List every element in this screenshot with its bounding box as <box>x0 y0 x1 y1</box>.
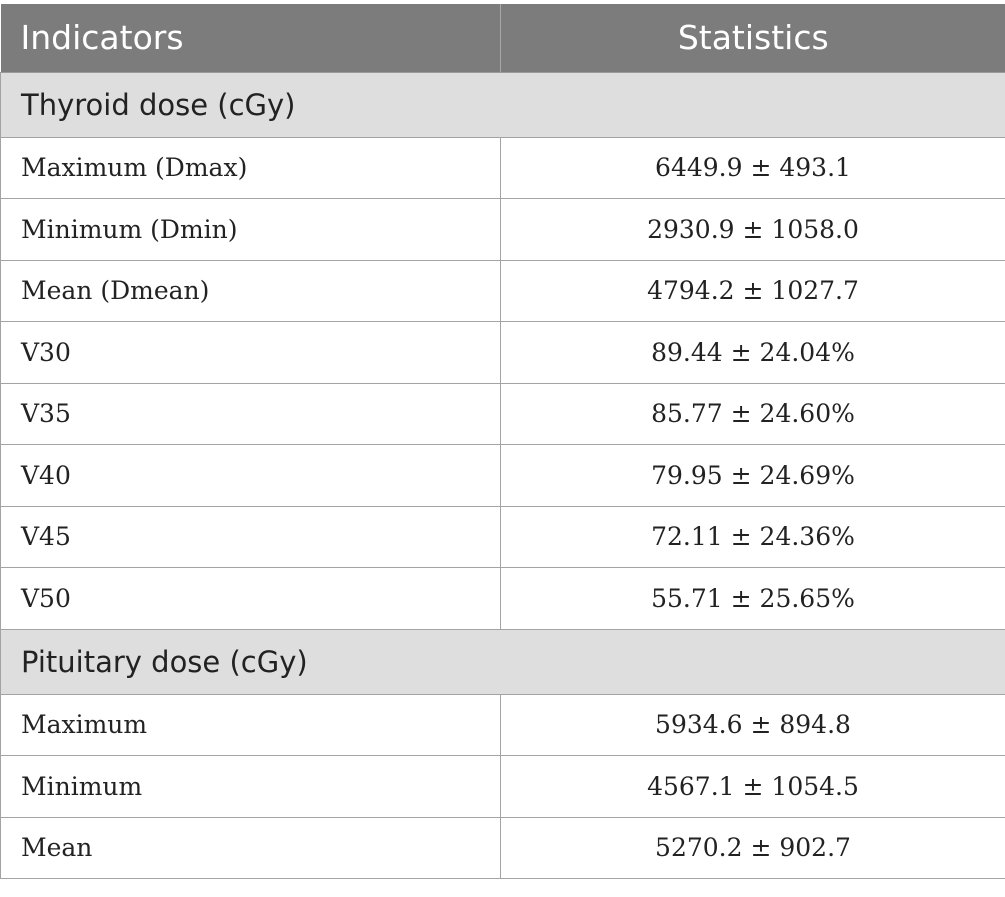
row-value: 5270.2 ± 902.7 <box>500 817 1005 879</box>
row-label: Mean (Dmean) <box>0 260 501 322</box>
table-header: Indicators Statistics <box>0 4 1005 73</box>
row-value: 85.77 ± 24.60% <box>500 383 1005 445</box>
row-label: V50 <box>0 567 501 630</box>
row-label: V35 <box>0 383 501 445</box>
table-body: Thyroid dose (cGy) Maximum (Dmax) 6449.9… <box>0 72 1005 879</box>
dose-statistics-table: Indicators Statistics Thyroid dose (cGy)… <box>0 4 1005 879</box>
header-statistics: Statistics <box>500 4 1005 73</box>
row-label: Maximum (Dmax) <box>0 137 501 199</box>
table-row: Mean (Dmean) 4794.2 ± 1027.7 <box>0 260 1005 322</box>
table-row: Maximum 5934.6 ± 894.8 <box>0 694 1005 756</box>
section-title: Thyroid dose (cGy) <box>0 72 1005 138</box>
row-label: Maximum <box>0 694 501 756</box>
section-title: Pituitary dose (cGy) <box>0 629 1005 695</box>
row-value: 6449.9 ± 493.1 <box>500 137 1005 199</box>
table-row: V50 55.71 ± 25.65% <box>0 567 1005 630</box>
header-row: Indicators Statistics <box>0 4 1005 73</box>
table-row: V45 72.11 ± 24.36% <box>0 506 1005 568</box>
table-row: V35 85.77 ± 24.60% <box>0 383 1005 445</box>
row-label: V30 <box>0 321 501 384</box>
row-value: 4794.2 ± 1027.7 <box>500 260 1005 322</box>
row-label: Mean <box>0 817 501 879</box>
row-label: Minimum <box>0 755 501 818</box>
row-label: Minimum (Dmin) <box>0 198 501 261</box>
table-row: V40 79.95 ± 24.69% <box>0 444 1005 507</box>
section-row-pituitary: Pituitary dose (cGy) <box>0 629 1005 695</box>
row-value: 55.71 ± 25.65% <box>500 567 1005 630</box>
header-indicators: Indicators <box>0 4 501 73</box>
row-value: 72.11 ± 24.36% <box>500 506 1005 568</box>
row-value: 79.95 ± 24.69% <box>500 444 1005 507</box>
section-row-thyroid: Thyroid dose (cGy) <box>0 72 1005 138</box>
row-label: V45 <box>0 506 501 568</box>
row-value: 4567.1 ± 1054.5 <box>500 755 1005 818</box>
row-label: V40 <box>0 444 501 507</box>
table-row: Minimum 4567.1 ± 1054.5 <box>0 755 1005 818</box>
table-row: V30 89.44 ± 24.04% <box>0 321 1005 384</box>
dose-statistics-table-container: Indicators Statistics Thyroid dose (cGy)… <box>0 4 1005 879</box>
row-value: 5934.6 ± 894.8 <box>500 694 1005 756</box>
table-row: Maximum (Dmax) 6449.9 ± 493.1 <box>0 137 1005 199</box>
row-value: 89.44 ± 24.04% <box>500 321 1005 384</box>
table-row: Mean 5270.2 ± 902.7 <box>0 817 1005 879</box>
row-value: 2930.9 ± 1058.0 <box>500 198 1005 261</box>
table-row: Minimum (Dmin) 2930.9 ± 1058.0 <box>0 198 1005 261</box>
